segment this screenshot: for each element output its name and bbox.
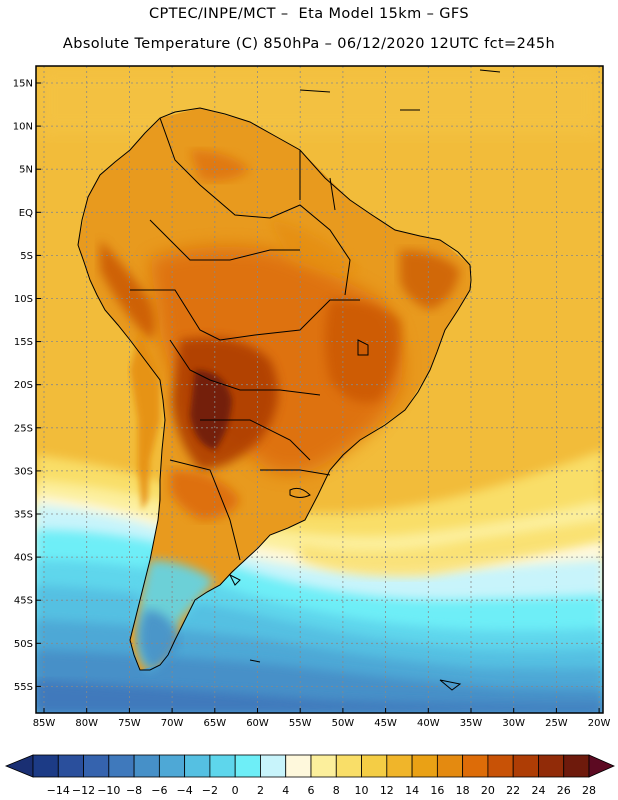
lon-tick-label: 45W	[374, 718, 397, 729]
colorbar-swatch	[538, 754, 565, 778]
lat-tick-label: 50S	[14, 639, 33, 650]
colorbar-swatch	[133, 754, 160, 778]
lon-tick-label: 60W	[246, 718, 269, 729]
lat-tick-label: 5S	[20, 251, 33, 262]
colorbar-label: 8	[333, 784, 340, 797]
lon-tick-label: 55W	[289, 718, 312, 729]
colorbar-label: −8	[126, 784, 142, 797]
colorbar-swatch	[260, 754, 287, 778]
lat-tick-label: 20S	[14, 380, 33, 391]
colorbar-swatch	[285, 754, 312, 778]
lat-tick-label: 10N	[13, 122, 33, 133]
colorbar-swatch	[436, 754, 464, 778]
colorbar-label: −14	[47, 784, 70, 797]
lon-tick-label: 70W	[161, 718, 184, 729]
colorbar-label: 18	[456, 784, 470, 797]
map-frame	[35, 65, 604, 714]
lon-tick-label: 30W	[502, 718, 525, 729]
land-temperature	[78, 108, 470, 670]
colorbar: −14 −12 −10 −8 −6 −4 −2 0 2 4 6 8 10 12 14 16 18 20 22 24 26…	[4, 754, 615, 797]
colorbar-label: 0	[232, 784, 239, 797]
lon-tick-label: 75W	[118, 718, 141, 729]
colorbar-label: 28	[582, 784, 596, 797]
colorbar-label: −2	[202, 784, 218, 797]
colorbar-swatch	[57, 754, 84, 778]
lat-tick-label: 10S	[14, 294, 33, 305]
longitude-labels: 85W 80W 75W 70W 65W 60W 55W 50W 45W 40W 35W 30W 25W 2…	[33, 708, 611, 729]
lat-tick-label: 30S	[14, 466, 33, 477]
colorbar-swatch	[462, 754, 489, 778]
colorbar-label: 10	[355, 784, 369, 797]
lat-tick-label: 25S	[14, 423, 33, 434]
colorbar-swatch	[32, 754, 59, 778]
colorbar-label: 22	[506, 784, 520, 797]
colorbar-label: 12	[380, 784, 394, 797]
lat-tick-label: 35S	[14, 510, 33, 521]
lon-tick-label: 85W	[33, 718, 56, 729]
colorbar-swatch	[411, 754, 438, 778]
latitude-labels: 15N 10N 5N EQ 5S 10S 15S 20S 25S 30S 35S 40S 45S 50S 5…	[13, 79, 41, 693]
map-subtitle: Absolute Temperature (C) 850hPa – 06/12/…	[62, 36, 556, 52]
colorbar-swatch	[184, 754, 211, 778]
colorbar-label: 6	[308, 784, 315, 797]
colorbar-label: −12	[72, 784, 95, 797]
lat-tick-label: 45S	[14, 596, 33, 607]
colorbar-swatch	[361, 754, 388, 778]
lat-tick-label: EQ	[19, 208, 33, 219]
colorbar-label: 14	[405, 784, 419, 797]
colorbar-swatch	[158, 754, 186, 778]
lon-tick-label: 80W	[75, 718, 98, 729]
colorbar-swatch	[563, 754, 590, 778]
colorbar-label: −6	[151, 784, 167, 797]
colorbar-label: 16	[430, 784, 444, 797]
lat-tick-label: 40S	[14, 553, 33, 564]
lat-tick-label: 15S	[14, 337, 33, 348]
colorbar-label: −10	[97, 784, 120, 797]
colorbar-label: −4	[177, 784, 193, 797]
lon-tick-label: 40W	[417, 718, 440, 729]
lon-tick-label: 50W	[332, 718, 355, 729]
colorbar-label: 4	[282, 784, 289, 797]
colorbar-swatch	[335, 754, 362, 778]
colorbar-swatch	[108, 754, 135, 778]
colorbar-swatch	[386, 754, 413, 778]
colorbar-swatch	[310, 754, 337, 778]
lat-tick-label: 55S	[14, 682, 33, 693]
lon-tick-label: 35W	[460, 718, 483, 729]
lat-tick-label: 5N	[19, 165, 33, 176]
colorbar-label: 26	[557, 784, 571, 797]
lon-tick-label: 65W	[203, 718, 226, 729]
lon-tick-label: 20W	[588, 718, 611, 729]
colorbar-over-arrow	[588, 754, 615, 778]
map-title: CPTEC/INPE/MCT – Eta Model 15km – GFS	[148, 6, 470, 22]
colorbar-swatch	[487, 754, 514, 778]
colorbar-swatch	[512, 754, 539, 778]
colorbar-label: 20	[481, 784, 495, 797]
colorbar-swatch	[83, 754, 110, 778]
colorbar-swatch	[209, 754, 236, 778]
lon-tick-label: 25W	[545, 718, 568, 729]
colorbar-swatch	[234, 754, 261, 778]
colorbar-label: 24	[531, 784, 545, 797]
temperature-field	[36, 66, 603, 713]
colorbar-under-arrow	[4, 754, 34, 778]
lat-tick-label: 15N	[13, 79, 33, 90]
colorbar-label: 2	[257, 784, 264, 797]
coastlines	[77, 69, 501, 691]
